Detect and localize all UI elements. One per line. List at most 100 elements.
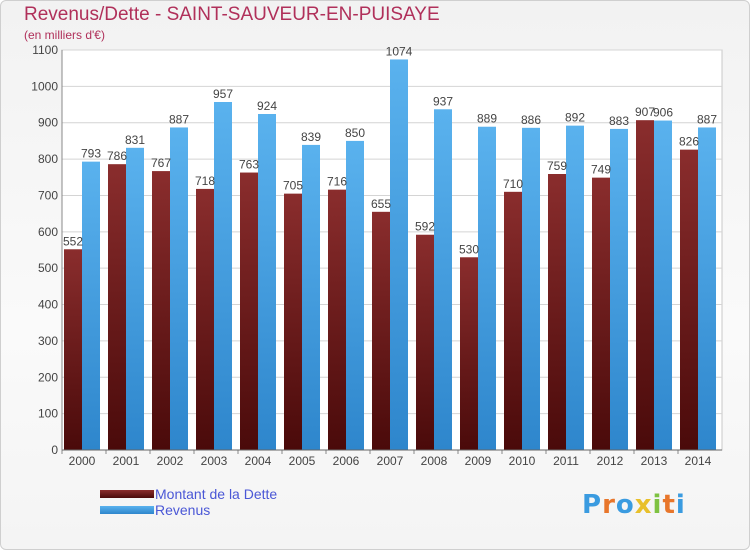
bar-debt [680,149,698,451]
bar-debt [328,189,346,451]
data-label: 718 [195,174,215,188]
x-tick-label: 2003 [201,454,228,468]
bar-revenue [214,102,232,450]
bar-debt [108,164,126,450]
bar-debt [416,234,434,450]
logo-letter: i [652,490,663,520]
bar-revenue [390,59,408,451]
chart-title: Revenus/Dette - SAINT-SAUVEUR-EN-PUISAYE [24,4,440,25]
x-tick-label: 2000 [69,454,96,468]
bar-revenue [170,127,188,451]
data-label: 892 [565,111,585,125]
x-tick-label: 2010 [509,454,536,468]
x-tick-label: 2006 [333,454,360,468]
data-label: 887 [697,112,717,126]
y-tick-label: 400 [38,298,58,312]
bar-revenue [126,147,144,450]
data-label: 831 [125,133,145,147]
logo-letter: x [634,490,653,520]
data-label: 793 [81,147,101,161]
logo-letter: P [582,490,603,520]
data-label: 906 [653,106,673,120]
logo-letter: o [615,490,635,520]
y-tick-label: 700 [38,188,58,202]
x-tick-label: 2011 [553,454,579,468]
data-label: 763 [239,158,259,172]
bar-revenue [302,144,320,450]
proxiti-logo: Proxiti [582,490,686,520]
bar-debt [284,193,302,451]
data-label: 937 [433,94,453,108]
legend-label-debt: Montant de la Dette [155,486,278,502]
logo-letter: i [675,490,686,520]
bar-debt [64,249,82,450]
logo-letter: r [602,490,616,520]
data-label: 883 [609,114,629,128]
y-tick-label: 1100 [32,43,58,57]
y-tick-label: 300 [38,334,58,348]
data-label: 924 [257,99,277,113]
data-label: 850 [345,126,365,140]
bar-revenue [346,140,364,450]
x-tick-label: 2009 [465,454,492,468]
data-label: 749 [591,163,611,177]
bar-revenue [478,126,496,451]
x-tick-label: 2008 [421,454,448,468]
bar-debt [196,188,214,450]
bar-debt [460,257,478,450]
x-tick-label: 2014 [685,454,712,468]
legend-swatch-revenue [100,506,154,514]
bar-debt [504,191,522,450]
data-label: 592 [415,220,435,234]
bar-revenue [258,114,276,450]
x-tick-label: 2005 [289,454,316,468]
bar-revenue [654,120,672,450]
bar-revenue [566,125,584,451]
data-label: 889 [477,112,497,126]
bar-revenue [610,128,628,450]
data-label: 705 [283,179,303,193]
x-tick-label: 2013 [641,454,668,468]
data-label: 1074 [386,44,413,58]
data-label: 767 [151,156,171,170]
logo-letter: t [662,490,676,520]
bar-revenue [698,127,716,451]
data-label: 887 [169,112,189,126]
y-tick-label: 200 [38,370,58,384]
bar-revenue [82,161,100,451]
data-label: 786 [107,149,127,163]
y-tick-label: 900 [38,116,58,130]
data-label: 839 [301,130,321,144]
x-tick-label: 2004 [245,454,272,468]
x-tick-label: 2007 [377,454,404,468]
bar-debt [548,174,566,450]
data-label: 716 [327,175,347,189]
data-label: 886 [521,113,541,127]
x-tick-label: 2001 [113,454,140,468]
data-label: 826 [679,135,699,149]
y-tick-label: 0 [51,443,58,457]
bar-debt [592,177,610,451]
x-tick-label: 2002 [157,454,184,468]
data-label: 907 [635,105,655,119]
chart-subtitle: (en milliers d'€) [24,28,105,42]
data-label: 957 [213,87,233,101]
bar-debt [152,171,170,450]
y-tick-label: 1000 [31,79,58,93]
bar-debt [240,172,258,450]
data-label: 759 [547,159,567,173]
bar-debt [636,120,654,450]
bar-debt [372,211,390,450]
data-label: 530 [459,242,479,256]
legend-label-revenue: Revenus [155,502,211,518]
legend-swatch-debt [100,490,154,498]
data-label: 655 [371,197,391,211]
y-tick-label: 100 [38,407,58,421]
x-tick-label: 2012 [597,454,624,468]
data-label: 552 [63,234,83,248]
bar-revenue [522,127,540,451]
y-tick-label: 600 [38,225,58,239]
data-label: 710 [503,177,523,191]
y-tick-label: 500 [38,261,58,275]
